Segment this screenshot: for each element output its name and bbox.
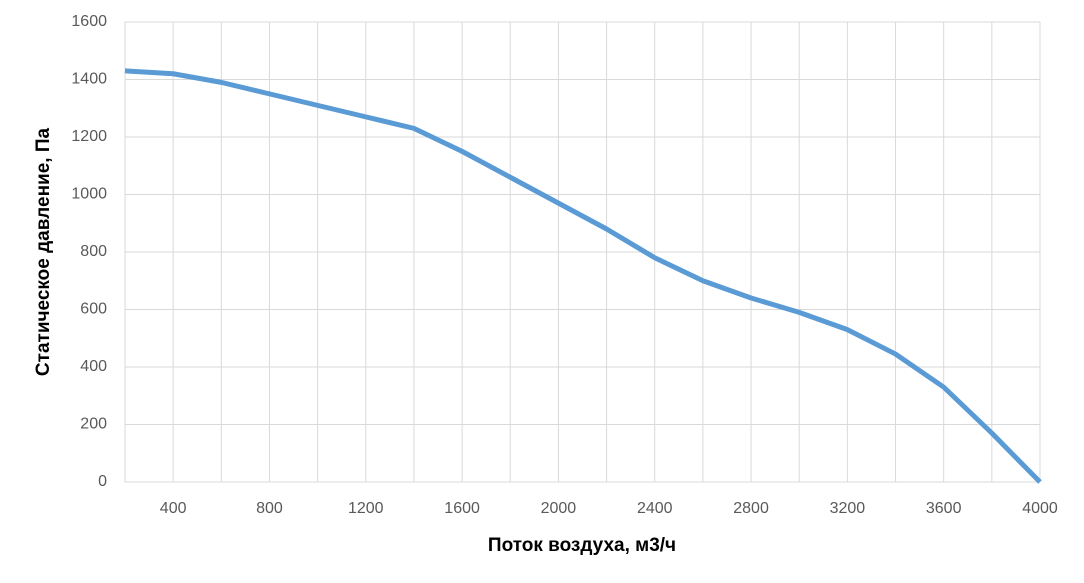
x-tick-label: 3200 xyxy=(830,500,866,517)
y-axis-title: Статическое давление, Па xyxy=(33,127,54,376)
x-tick-label: 800 xyxy=(256,500,283,517)
x-tick-label: 1600 xyxy=(444,500,480,517)
x-tick-label: 4000 xyxy=(1022,500,1058,517)
y-tick-label: 200 xyxy=(80,416,107,433)
x-tick-label: 2000 xyxy=(541,500,577,517)
x-axis-title: Поток воздуха, м3/ч xyxy=(488,535,676,556)
x-tick-label: 2400 xyxy=(637,500,673,517)
y-tick-label: 1400 xyxy=(71,71,107,88)
y-tick-label: 1000 xyxy=(71,186,107,203)
y-tick-label: 1600 xyxy=(71,13,107,30)
x-tick-label: 1200 xyxy=(348,500,384,517)
y-tick-label: 600 xyxy=(80,301,107,318)
x-tick-label: 2800 xyxy=(733,500,769,517)
y-tick-label: 0 xyxy=(98,473,107,490)
data-line xyxy=(124,68,1042,484)
x-tick-label: 3600 xyxy=(926,500,962,517)
x-tick-label: 400 xyxy=(160,500,187,517)
y-tick-label: 1200 xyxy=(71,128,107,145)
y-tick-label: 400 xyxy=(80,358,107,375)
y-tick-label: 800 xyxy=(80,243,107,260)
